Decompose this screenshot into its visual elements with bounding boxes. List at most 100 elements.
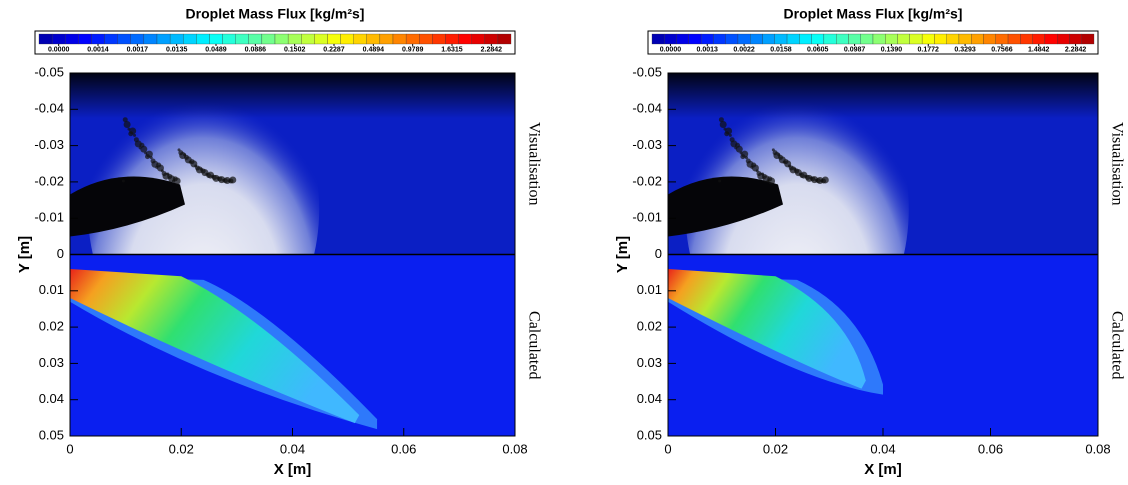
colorbar-label: 1.6315 [441, 46, 463, 53]
spray-blob [70, 176, 185, 237]
colorbar-swatch [811, 33, 825, 45]
colorbar-label: 0.0489 [205, 46, 227, 53]
y-axis-label: Y [m] [614, 236, 631, 273]
annotation: Visualisation [1108, 122, 1125, 205]
y-tick-label: 0.03 [637, 355, 662, 370]
spray-droplet [773, 152, 781, 160]
colorbar-swatch [445, 33, 459, 45]
spray-droplet [821, 176, 829, 184]
y-tick-label: 0 [57, 246, 64, 261]
spray-droplet [815, 178, 821, 184]
colorbar-swatch [38, 33, 53, 45]
spray-droplet [229, 176, 237, 184]
colorbar-swatch [823, 33, 837, 45]
colorbar-swatch [51, 33, 66, 45]
y-tick-label: -0.02 [34, 173, 64, 188]
colorbar-swatch [366, 33, 381, 45]
colorbar-swatch [169, 33, 184, 45]
spray-droplet [718, 117, 724, 123]
colorbar-swatch [156, 33, 171, 45]
spray-droplet [799, 173, 805, 179]
colorbar-swatch [419, 33, 433, 45]
colorbar-label: 0.0158 [770, 46, 792, 53]
colorbar-swatch [274, 33, 289, 45]
colorbar-label: 0.0014 [87, 46, 109, 53]
annotation: Visualisation [525, 122, 542, 205]
spray-droplet [145, 154, 151, 160]
x-tick-label: 0.04 [870, 441, 895, 456]
x-tick-label: 0.08 [502, 441, 527, 456]
y-tick-label: -0.03 [34, 137, 64, 152]
spray-droplet [728, 133, 732, 137]
colorbar-swatch [78, 33, 92, 45]
colorbar-swatch [104, 33, 118, 45]
colorbar-swatch [1007, 33, 1021, 45]
y-tick-label: -0.05 [632, 64, 662, 79]
colorbar-label: 0.0987 [844, 46, 866, 53]
colorbar-swatch [934, 33, 947, 45]
spray-droplet [757, 172, 765, 180]
colorbar-swatch [301, 33, 315, 45]
spray-droplet [735, 145, 743, 153]
x-tick-label: 0 [66, 441, 73, 456]
colorbar-swatch [248, 33, 263, 45]
spray-droplet [128, 131, 134, 137]
colorbar-label: 0.1502 [284, 46, 306, 53]
y-tick-label: 0.02 [637, 319, 662, 334]
visualisation-shade [70, 73, 515, 255]
spray-droplet [206, 173, 212, 179]
y-tick-label: 0 [655, 246, 662, 261]
y-tick-label: 0.01 [637, 282, 662, 297]
colorbar-swatch [196, 33, 210, 45]
y-tick-label: 0.03 [39, 355, 64, 370]
spray-droplet [127, 127, 131, 131]
calculated-plume [668, 269, 866, 389]
colorbar-swatch [287, 33, 302, 45]
colorbar-swatch [786, 33, 800, 45]
colorbar-swatch [340, 33, 354, 45]
colorbar-swatch [222, 33, 236, 45]
spray-droplet [149, 156, 153, 160]
x-tick-label: 0.06 [391, 441, 416, 456]
colorbar-label: 2.2842 [481, 46, 503, 53]
spray-droplet [188, 160, 192, 164]
colorbar-swatch [1069, 33, 1082, 45]
spray-droplet [144, 151, 148, 155]
x-tick-label: 0.02 [169, 441, 194, 456]
colorbar-swatch [143, 33, 158, 45]
y-tick-label: -0.04 [34, 101, 64, 116]
x-tick-label: 0.02 [763, 441, 788, 456]
spray-droplet [734, 146, 738, 150]
colorbar-swatch [860, 33, 874, 45]
spray-droplet [134, 140, 142, 148]
colorbar-label: 0.0000 [48, 46, 70, 53]
colorbar-swatch [392, 33, 407, 45]
spray-droplet [195, 166, 203, 174]
colorbar-swatch [700, 33, 714, 45]
spray-droplet [724, 131, 730, 137]
spray-droplet [768, 177, 776, 185]
spray-droplet [739, 151, 743, 155]
colorbar-label: 0.0135 [166, 46, 188, 53]
y-tick-label: 0.01 [39, 282, 64, 297]
colorbar-label: 0.1390 [881, 46, 903, 53]
y-tick-label: -0.01 [632, 210, 662, 225]
colorbar-label: 2.2842 [1065, 46, 1087, 53]
colorbar-label: 0.9789 [402, 46, 424, 53]
colorbar-swatch [261, 33, 276, 45]
colorbar-swatch [897, 33, 910, 45]
colorbar-swatch [471, 33, 485, 45]
spray-droplet [140, 145, 148, 153]
spray-droplet [750, 165, 754, 169]
colorbar-swatch [836, 33, 849, 45]
colorbar-swatch [235, 33, 249, 45]
colorbar-label: 1.4842 [1028, 46, 1050, 53]
spray-droplet [222, 178, 228, 184]
y-tick-label: -0.05 [34, 64, 64, 79]
colorbar-label: 0.0013 [697, 46, 719, 53]
spray-droplet [789, 166, 797, 174]
spray-droplet [171, 179, 175, 183]
spray-droplet [718, 179, 722, 183]
colorbar-swatch [885, 33, 898, 45]
